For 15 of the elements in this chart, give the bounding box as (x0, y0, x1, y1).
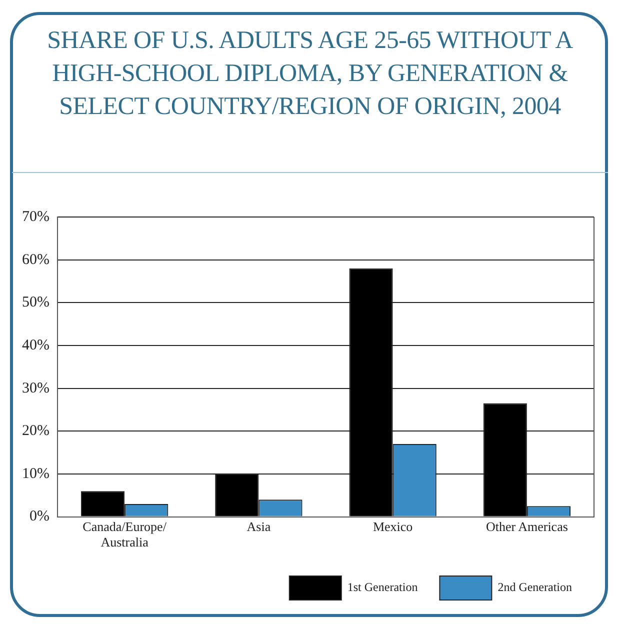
x-tick-label: Mexico (372, 519, 413, 534)
y-tick-label: 60% (22, 252, 50, 268)
legend-label: 2nd Generation (498, 580, 572, 594)
y-tick-label: 50% (22, 294, 50, 311)
y-tick-label: 10% (22, 466, 50, 482)
y-tick-label: 30% (22, 380, 50, 396)
y-tick-label: 40% (22, 337, 50, 354)
y-tick-label: 0% (29, 508, 50, 525)
x-tick-label: Asia (246, 519, 271, 534)
x-tick-label: Other Americas (486, 519, 568, 534)
legend-label: 1st Generation (347, 580, 418, 594)
y-tick-label: 70% (22, 208, 50, 225)
chart-title: SHARE OF U.S. ADULTS AGE 25-65 WITHOUT A HIGH-SCHOOL DIPLOMA, BY GENERATION & SELECT COUNTRY/REGION OF ORIGIN, 2004 (46, 26, 574, 122)
x-tick-label: Canada/Europe/Australia (82, 519, 167, 550)
y-tick-label: 20% (22, 423, 50, 440)
